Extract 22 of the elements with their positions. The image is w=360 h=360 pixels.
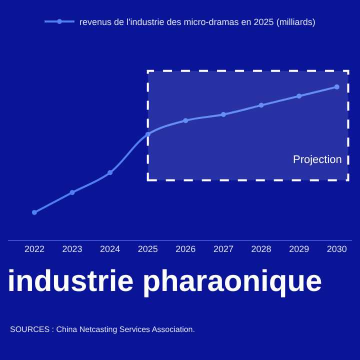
point xyxy=(70,190,75,196)
x-tick-label: 2029 xyxy=(289,244,310,254)
x-tick-label: 2022 xyxy=(24,244,44,254)
x-tick-label: 2025 xyxy=(138,244,158,254)
point xyxy=(32,210,37,215)
x-tick-label: 2026 xyxy=(176,244,196,254)
point xyxy=(334,84,340,90)
legend-label: revenus de l'industrie des micro-dramas en 2025 (milliards) xyxy=(80,17,316,28)
x-tick-label: 2030 xyxy=(326,244,347,254)
point xyxy=(296,94,302,99)
band-label: Projection xyxy=(293,154,342,166)
text: industrie pharaonique xyxy=(7,265,322,298)
point xyxy=(220,112,226,117)
point xyxy=(108,170,113,176)
point xyxy=(183,118,188,124)
x-tick-label: 2027 xyxy=(213,244,234,254)
x-tick-label: 2023 xyxy=(62,244,82,254)
source-note: SOURCES : China Netcasting Services Association. xyxy=(10,325,195,334)
point xyxy=(258,102,264,108)
x-tick-label: 2028 xyxy=(251,244,272,254)
x-tick-label: 2024 xyxy=(100,244,120,254)
point xyxy=(145,132,150,137)
